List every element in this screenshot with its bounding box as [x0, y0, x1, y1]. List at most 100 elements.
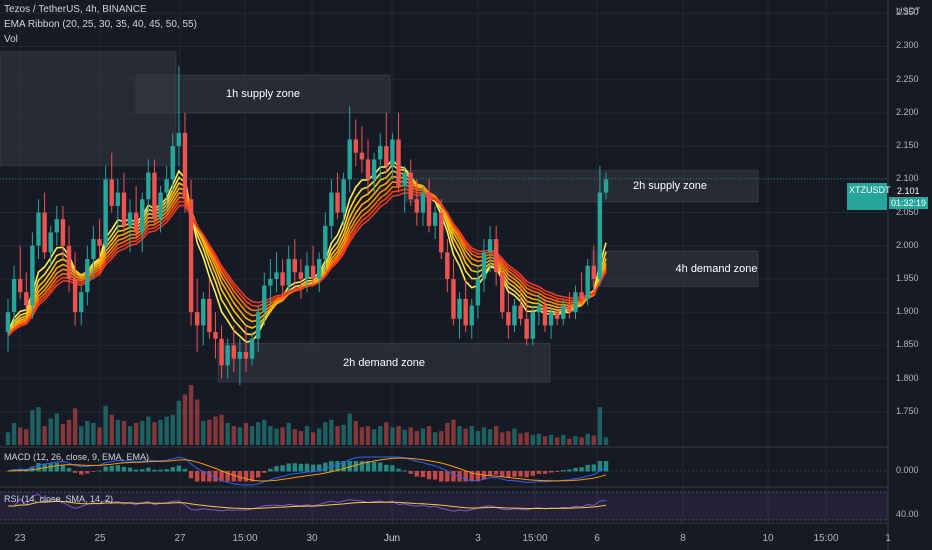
rsi-band [0, 492, 888, 520]
time-tick-9: 8 [680, 533, 686, 544]
candle-body [353, 139, 359, 153]
macd-zero-tick: 0.000 [896, 465, 919, 475]
macd-hist-bar [133, 469, 139, 472]
candle-body [54, 219, 60, 233]
candle-body [194, 312, 200, 326]
volume-bar [109, 414, 114, 445]
candle-body [48, 232, 53, 253]
volume-bar [188, 385, 194, 445]
volume-bar [561, 434, 566, 445]
macd-hist-bar [274, 466, 279, 472]
macd-hist-bar [219, 471, 224, 482]
macd-hist-bar [66, 467, 72, 472]
macd-line [7, 456, 607, 486]
rsi-pane [0, 491, 888, 521]
candle-body [542, 305, 548, 326]
macd-hist-bar [475, 471, 481, 482]
macd-hist-bar [439, 471, 444, 482]
candle-body [24, 292, 29, 306]
candle-body [146, 172, 151, 200]
macd-hist-bar [103, 466, 108, 472]
macd-hist-bar [72, 471, 78, 473]
volume-bar [512, 428, 517, 445]
candle-body [445, 252, 450, 279]
volume-bar [445, 422, 450, 445]
macd-hist-bar [378, 462, 383, 472]
volume-bar [103, 405, 108, 445]
macd-hist-bar [414, 471, 420, 477]
candle-body [292, 259, 297, 273]
volume-bar [591, 435, 596, 445]
candle-body [140, 199, 145, 233]
volume-bar [304, 426, 310, 445]
candle-body [11, 278, 17, 313]
volume-bar [548, 434, 554, 445]
candle-body [298, 272, 304, 279]
candle-body [310, 265, 316, 279]
volume-bar [249, 426, 255, 445]
volume-bar [384, 422, 389, 445]
candle-body [329, 192, 334, 226]
volume-bar [268, 426, 273, 445]
volume-bar [201, 421, 206, 445]
volume-bar [298, 431, 304, 445]
macd-hist-bar [280, 465, 285, 472]
candle-body [79, 292, 84, 313]
volume-bar [54, 413, 60, 445]
volume-bar [158, 419, 163, 445]
candle-body [182, 132, 188, 200]
zone-0 [135, 74, 391, 114]
time-tick-2: 27 [174, 533, 186, 544]
candle-body [18, 278, 23, 293]
candle-body [207, 298, 212, 333]
volume-bar [146, 416, 151, 445]
candle-body [518, 305, 523, 319]
rsi-tick: 40.00 [896, 509, 919, 519]
macd-hist-bar [603, 461, 609, 472]
zone-label-2: 4h demand zone [675, 262, 758, 275]
candle-body [42, 212, 47, 253]
candle-body [390, 139, 395, 167]
macd-hist-bar [402, 470, 407, 472]
macd-hist-bar [579, 467, 584, 472]
volume-bar [554, 437, 560, 445]
macd-hist-bar [457, 471, 462, 482]
price-tick-7: 2.000 [896, 239, 919, 250]
volume-bars [5, 385, 609, 445]
macd-legend: MACD (12, 26, close, 9, EMA, EMA) [4, 452, 150, 462]
volume-bar [378, 426, 383, 445]
macd-hist-bar [5, 471, 11, 472]
macd-hist-bar [542, 471, 548, 474]
zone-label-0: 1h supply zone [226, 87, 300, 100]
volume-bar [530, 434, 535, 445]
time-tick-12: 1 [885, 533, 891, 544]
price-tick-6: 2.050 [896, 206, 919, 217]
volume-bar [286, 422, 291, 445]
volume-bar [341, 424, 346, 445]
volume-bar [451, 419, 456, 445]
volume-bar [219, 414, 224, 445]
volume-bar [506, 431, 511, 445]
macd-hist-bar [188, 471, 194, 479]
candle-body [170, 146, 175, 180]
candle-body [512, 305, 517, 326]
volume-bar [359, 427, 365, 445]
macd-hist-bar [262, 471, 267, 473]
candle-body [463, 298, 468, 326]
volume-bar [439, 431, 444, 445]
price-tick-5: 2.100 [896, 173, 919, 184]
volume-bar [225, 422, 230, 445]
macd-hist-bar [591, 464, 596, 472]
candle-body [85, 259, 90, 293]
macd-hist-bar [567, 469, 572, 472]
volume-bar [121, 421, 127, 445]
macd-hist-bar [286, 463, 291, 472]
price-tick-1: 2.300 [896, 40, 919, 51]
macd-hist-bar [170, 467, 175, 472]
macd-hist-bar [536, 471, 542, 474]
macd-hist-bar [451, 471, 456, 482]
macd-hist-bar [158, 469, 163, 472]
candle-body [378, 146, 383, 160]
candle-body [225, 345, 230, 366]
